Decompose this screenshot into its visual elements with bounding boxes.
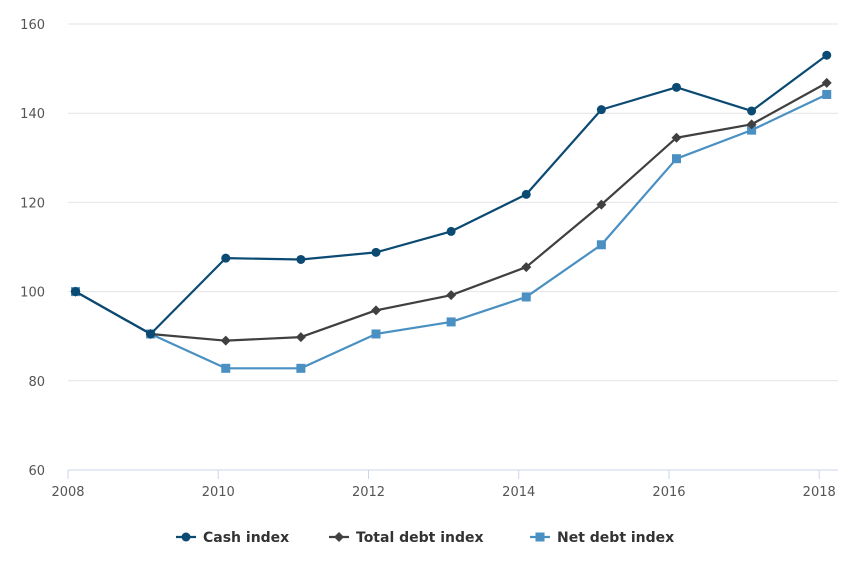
x-tick-label: 2008 (51, 485, 84, 500)
series-1 (70, 77, 832, 346)
grid-lines (68, 23, 838, 382)
data-point (446, 317, 456, 327)
data-point (822, 89, 832, 99)
data-point (747, 106, 757, 116)
y-tick-label: 100 (20, 286, 45, 301)
data-point (371, 329, 381, 339)
data-point (747, 125, 757, 135)
y-tick-label: 60 (28, 464, 45, 479)
y-tick-label: 140 (20, 107, 45, 122)
legend-label: Total debt index (356, 530, 484, 546)
data-point (71, 287, 81, 297)
data-point (446, 226, 456, 236)
legend-label: Cash index (203, 530, 289, 546)
y-tick-label: 160 (20, 18, 45, 33)
data-point (295, 332, 306, 343)
legend-item-2[interactable]: Net debt index (530, 530, 674, 546)
data-point (671, 154, 681, 164)
data-point (146, 329, 156, 339)
data-point (371, 305, 381, 316)
data-point (746, 119, 757, 130)
x-tick-label: 2014 (502, 485, 535, 500)
legend-marker (181, 532, 191, 542)
legend-marker (535, 532, 545, 542)
x-tick-label: 2016 (652, 485, 685, 500)
data-point (446, 290, 457, 301)
y-tick-label: 80 (28, 375, 45, 390)
series-0 (71, 50, 832, 339)
x-tick-label: 2010 (202, 485, 235, 500)
legend-item-1[interactable]: Total debt index (329, 530, 484, 546)
data-point (296, 363, 306, 373)
data-point (671, 132, 682, 143)
data-point (371, 247, 381, 257)
data-point (822, 50, 832, 60)
legend-label: Net debt index (557, 530, 674, 546)
data-point (596, 105, 606, 115)
data-point (671, 82, 681, 92)
data-point (521, 292, 531, 302)
data-point (221, 363, 231, 373)
series-line (74, 81, 828, 342)
series-group (70, 50, 832, 373)
data-point (296, 254, 306, 264)
data-point (221, 253, 231, 263)
legend-marker (334, 532, 344, 542)
data-point (220, 335, 231, 346)
data-point (596, 240, 606, 250)
x-tick-label: 2018 (803, 485, 836, 500)
data-point (596, 199, 607, 210)
x-tick-label: 2012 (352, 485, 385, 500)
data-point (521, 189, 531, 199)
x-axis-ticks: 2008 2010 2012 2014 2016 2018 (51, 470, 836, 500)
legend-item-0[interactable]: Cash index (176, 530, 289, 546)
y-tick-label: 120 (20, 196, 45, 211)
y-axis-ticks: 60 80 100 120 140 160 (20, 18, 45, 479)
data-point (521, 262, 532, 273)
data-point (821, 77, 832, 88)
legend[interactable]: Cash index Total debt index Net debt index (176, 530, 674, 546)
